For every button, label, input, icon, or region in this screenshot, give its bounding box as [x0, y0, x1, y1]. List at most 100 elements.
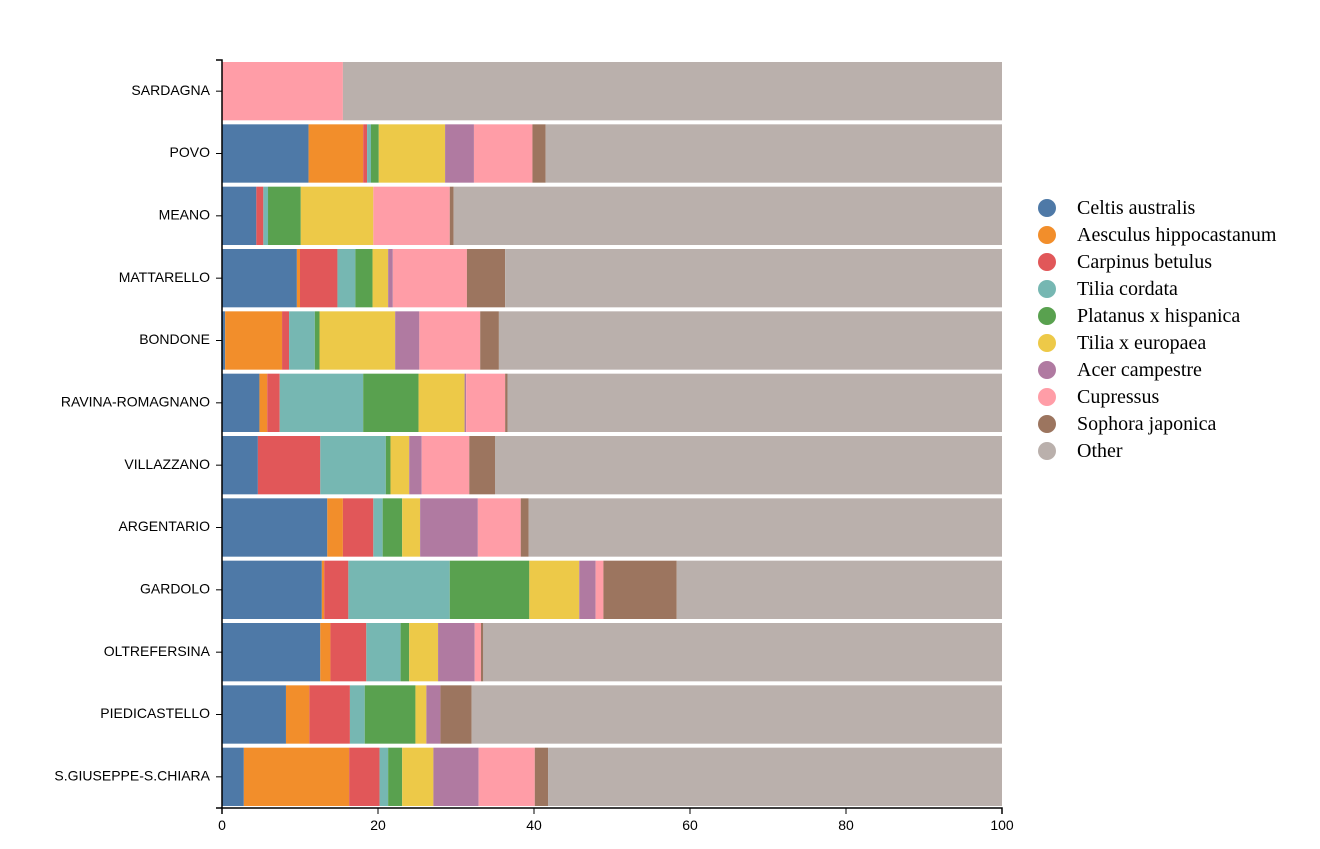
bar-segment-argentario-carpinus-betulus	[342, 498, 374, 557]
bar-segment-povo-platanus-x-hispanica	[370, 124, 379, 183]
y-tick-label: S.GIUSEPPE-S.CHIARA	[54, 768, 210, 784]
bar-segment-povo-acer-campestre	[445, 124, 474, 183]
bar-segment-povo-celtis-australis	[222, 124, 309, 183]
bar-segment-s-giuseppe-s-chiara-platanus-x-hispanica	[388, 747, 403, 806]
bar-segment-piedicastello-other	[471, 685, 1003, 744]
bar-segment-oltrefersina-carpinus-betulus	[330, 623, 367, 682]
y-tick-label: OLTREFERSINA	[104, 643, 211, 659]
legend-label: Aesculus hippocastanum	[1077, 224, 1277, 246]
x-axis: 0 20 40 60 80 100	[218, 807, 1014, 833]
bar-segment-bondone-platanus-x-hispanica	[314, 311, 320, 370]
legend-swatch	[1038, 280, 1056, 298]
legend-swatch	[1038, 415, 1056, 433]
y-tick-label: GARDOLO	[140, 581, 210, 597]
bar-segment-ravina-romagnano-other	[507, 373, 1002, 432]
bar-segment-meano-celtis-australis	[222, 186, 257, 245]
bar-segment-ravina-romagnano-sophora-japonica	[505, 373, 508, 432]
bar-segment-meano-sophora-japonica	[449, 186, 454, 245]
legend-label: Cupressus	[1077, 386, 1159, 408]
bar-segment-ravina-romagnano-celtis-australis	[222, 373, 260, 432]
bar-segment-gardolo-cupressus	[595, 560, 604, 619]
bar-segment-gardolo-platanus-x-hispanica	[449, 560, 530, 619]
bar-segment-villazzano-celtis-australis	[222, 436, 258, 495]
bar-segment-bondone-carpinus-betulus	[282, 311, 290, 370]
bar-segment-povo-cupressus	[473, 124, 533, 183]
bar-segment-s-giuseppe-s-chiara-sophora-japonica	[534, 747, 549, 806]
legend-swatch	[1038, 334, 1056, 352]
bar-segment-gardolo-tilia-x-europaea	[529, 560, 580, 619]
x-tick-label: 20	[370, 817, 386, 833]
bar-segment-s-giuseppe-s-chiara-carpinus-betulus	[349, 747, 380, 806]
legend-label: Carpinus betulus	[1077, 251, 1212, 273]
bar-segment-oltrefersina-celtis-australis	[222, 623, 321, 682]
bar-segment-mattarello-other	[505, 249, 1002, 308]
legend-label: Sophora japonica	[1077, 413, 1217, 435]
bar-segment-sardagna-other	[342, 62, 1002, 121]
bars-layer	[222, 62, 1003, 806]
bar-segment-meano-platanus-x-hispanica	[268, 186, 301, 245]
bar-segment-villazzano-tilia-cordata	[320, 436, 386, 495]
bar-segment-piedicastello-platanus-x-hispanica	[364, 685, 416, 744]
y-tick-label: PIEDICASTELLO	[100, 705, 210, 721]
legend-label: Tilia x europaea	[1077, 332, 1206, 354]
bar-segment-ravina-romagnano-carpinus-betulus	[267, 373, 280, 432]
bar-segment-povo-tilia-x-europaea	[378, 124, 446, 183]
bar-segment-argentario-sophora-japonica	[520, 498, 529, 557]
y-tick-label: VILLAZZANO	[124, 456, 210, 472]
y-axis: SARDAGNA POVO MEANO MATTARELLO BONDONE RAVINA…	[54, 59, 223, 809]
bar-segment-bondone-aesculus-hippocastanum	[225, 311, 283, 370]
y-tick-label: MEANO	[159, 207, 210, 223]
bar-segment-piedicastello-carpinus-betulus	[309, 685, 350, 744]
bar-segment-bondone-sophora-japonica	[480, 311, 499, 370]
legend-label: Platanus x hispanica	[1077, 305, 1240, 327]
bar-segment-meano-cupressus	[373, 186, 450, 245]
bar-segment-mattarello-cupressus	[392, 249, 467, 308]
bar-segment-piedicastello-acer-campestre	[426, 685, 441, 744]
bar-segment-s-giuseppe-s-chiara-tilia-x-europaea	[402, 747, 434, 806]
y-axis-line	[216, 59, 223, 809]
bar-segment-povo-other	[545, 124, 1002, 183]
bar-segment-mattarello-platanus-x-hispanica	[355, 249, 373, 308]
legend-label: Tilia cordata	[1077, 278, 1178, 300]
legend-swatch	[1038, 442, 1056, 460]
bar-segment-gardolo-aesculus-hippocastanum	[321, 560, 325, 619]
bar-segment-villazzano-cupressus	[421, 436, 470, 495]
bar-segment-argentario-tilia-x-europaea	[402, 498, 421, 557]
bar-segment-mattarello-tilia-x-europaea	[372, 249, 389, 308]
bar-segment-mattarello-acer-campestre	[388, 249, 393, 308]
legend-label: Acer campestre	[1077, 359, 1202, 381]
bar-segment-povo-aesculus-hippocastanum	[308, 124, 364, 183]
bar-segment-argentario-tilia-cordata	[373, 498, 383, 557]
y-tick-label: BONDONE	[139, 331, 210, 347]
bar-segment-bondone-cupressus	[419, 311, 481, 370]
bar-segment-villazzano-sophora-japonica	[469, 436, 495, 495]
legend-swatch	[1038, 361, 1056, 379]
bar-segment-ravina-romagnano-cupressus	[466, 373, 506, 432]
bar-segment-villazzano-tilia-x-europaea	[390, 436, 410, 495]
bar-segment-argentario-acer-campestre	[420, 498, 478, 557]
bar-segment-argentario-platanus-x-hispanica	[382, 498, 403, 557]
y-tick-label: POVO	[170, 144, 211, 160]
bar-segment-gardolo-acer-campestre	[579, 560, 596, 619]
bar-segment-ravina-romagnano-aesculus-hippocastanum	[259, 373, 268, 432]
bar-segment-ravina-romagnano-tilia-x-europaea	[418, 373, 465, 432]
bar-segment-oltrefersina-platanus-x-hispanica	[400, 623, 410, 682]
bar-segment-bondone-tilia-cordata	[289, 311, 315, 370]
bar-segment-s-giuseppe-s-chiara-cupressus	[478, 747, 535, 806]
bar-segment-s-giuseppe-s-chiara-tilia-cordata	[379, 747, 389, 806]
bar-segment-povo-tilia-cordata	[367, 124, 371, 183]
bar-segment-ravina-romagnano-tilia-cordata	[279, 373, 364, 432]
legend-swatch	[1038, 253, 1056, 271]
bar-segment-mattarello-celtis-australis	[222, 249, 297, 308]
bar-segment-s-giuseppe-s-chiara-aesculus-hippocastanum	[243, 747, 350, 806]
y-tick-label: MATTARELLO	[119, 269, 210, 285]
y-tick-label: ARGENTARIO	[118, 518, 210, 534]
bar-segment-argentario-aesculus-hippocastanum	[327, 498, 343, 557]
x-tick-label: 100	[990, 817, 1014, 833]
legend-swatch	[1038, 307, 1056, 325]
bar-segment-piedicastello-tilia-x-europaea	[415, 685, 427, 744]
x-axis-line	[221, 807, 1003, 814]
bar-segment-oltrefersina-sophora-japonica	[480, 623, 484, 682]
bar-segment-oltrefersina-acer-campestre	[438, 623, 475, 682]
